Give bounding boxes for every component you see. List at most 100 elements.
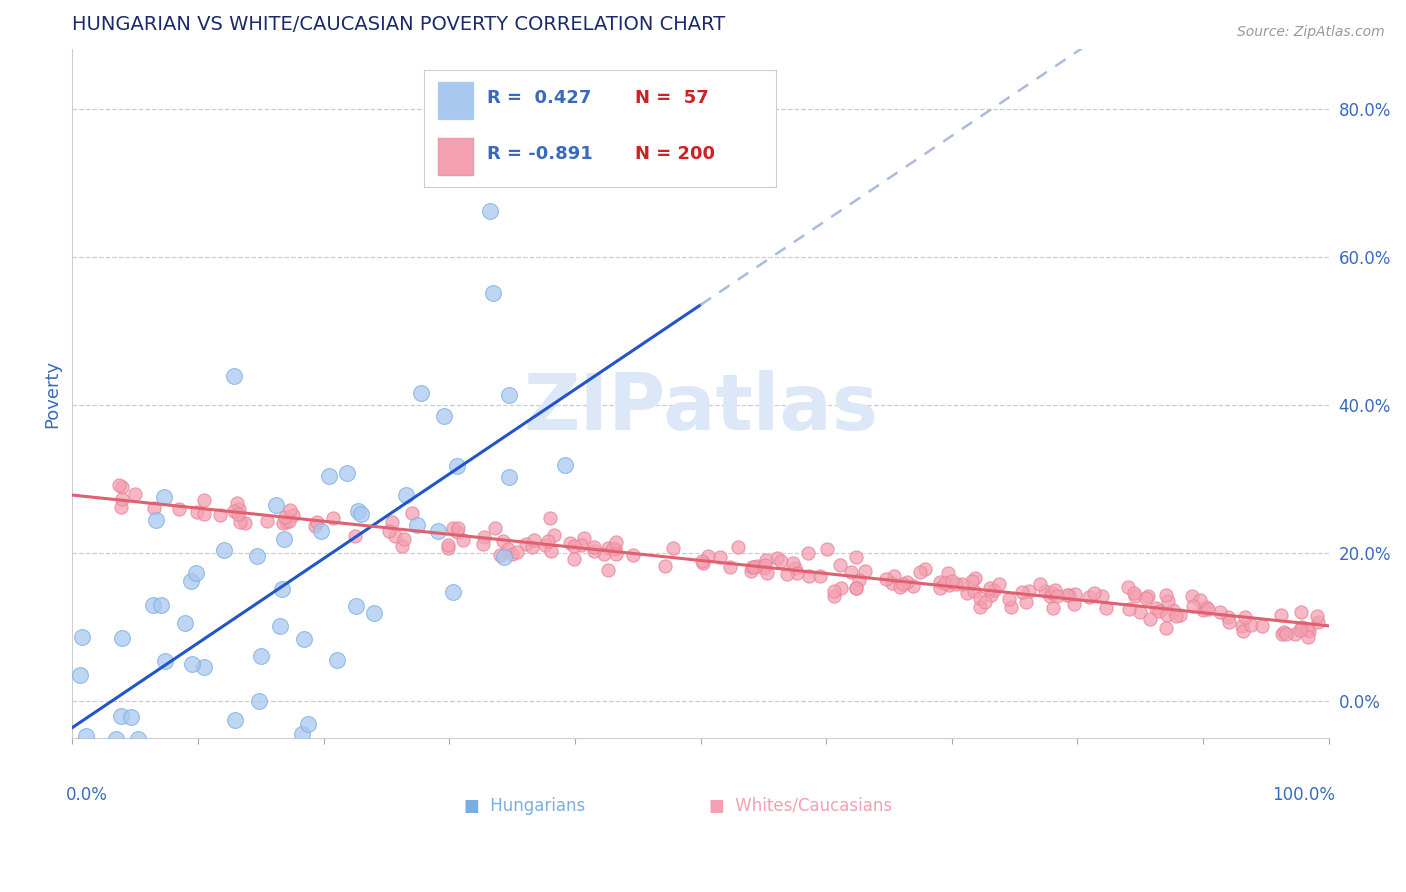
Point	[540, 543, 562, 558]
Point	[107, 477, 129, 491]
Point	[127, 732, 149, 747]
Point	[278, 503, 301, 517]
Point	[1216, 609, 1239, 624]
Point	[441, 584, 464, 599]
Point	[786, 566, 808, 580]
Point	[274, 509, 297, 524]
Point	[1161, 603, 1184, 617]
Point	[1271, 626, 1294, 640]
Point	[941, 574, 963, 588]
Point	[228, 501, 250, 516]
Point	[1077, 590, 1099, 604]
Point	[562, 551, 585, 566]
Point	[1306, 608, 1329, 623]
Point	[381, 515, 404, 529]
Point	[745, 559, 768, 574]
Point	[823, 583, 845, 598]
Point	[153, 490, 176, 504]
Point	[718, 560, 741, 574]
Point	[489, 548, 512, 562]
Point	[304, 518, 326, 533]
Point	[962, 574, 984, 589]
Point	[395, 488, 418, 502]
Point	[1011, 585, 1033, 599]
Point	[184, 566, 207, 580]
Point	[212, 543, 235, 558]
Point	[1040, 585, 1063, 599]
Point	[378, 524, 401, 538]
Point	[742, 560, 765, 574]
Point	[271, 582, 294, 596]
Point	[554, 458, 576, 472]
Point	[776, 567, 799, 582]
Point	[498, 388, 520, 402]
Point	[1288, 623, 1310, 637]
Point	[1118, 581, 1140, 595]
Point	[281, 508, 304, 522]
Point	[1208, 605, 1230, 619]
Point	[120, 709, 142, 723]
Point	[1168, 608, 1191, 623]
Point	[522, 541, 544, 555]
Point	[769, 554, 792, 568]
Point	[496, 542, 519, 557]
Text: 100.0%: 100.0%	[1272, 787, 1336, 805]
Point	[727, 540, 749, 554]
Point	[1234, 609, 1257, 624]
Point	[654, 558, 676, 573]
Point	[1123, 589, 1146, 603]
Point	[1291, 621, 1313, 635]
Point	[97, 776, 120, 790]
Point	[344, 599, 367, 613]
Point	[350, 507, 373, 521]
Point	[167, 502, 190, 516]
Point	[451, 533, 474, 548]
Point	[1308, 615, 1330, 630]
Point	[908, 565, 931, 579]
Point	[766, 551, 789, 566]
Point	[1296, 630, 1319, 644]
Point	[1118, 602, 1140, 616]
Point	[246, 549, 269, 563]
Point	[945, 577, 967, 591]
Point	[149, 598, 172, 612]
Point	[596, 563, 619, 577]
Point	[569, 538, 592, 552]
Point	[1218, 615, 1240, 629]
Point	[756, 566, 779, 580]
Point	[491, 534, 513, 549]
Point	[501, 547, 523, 561]
Point	[1029, 577, 1052, 591]
Text: Source: ZipAtlas.com: Source: ZipAtlas.com	[1237, 25, 1385, 39]
Point	[537, 533, 560, 548]
Point	[880, 576, 903, 591]
Point	[543, 528, 565, 542]
Point	[534, 538, 557, 552]
Point	[562, 539, 585, 553]
Point	[950, 576, 973, 591]
Point	[1146, 601, 1168, 615]
Point	[883, 569, 905, 583]
Point	[889, 580, 911, 594]
Point	[901, 578, 924, 592]
Point	[226, 496, 249, 510]
Point	[891, 577, 914, 591]
Point	[111, 631, 134, 645]
Point	[297, 717, 319, 731]
Point	[1232, 624, 1254, 639]
Point	[1033, 584, 1056, 599]
Point	[1139, 612, 1161, 626]
Point	[193, 507, 215, 521]
Point	[143, 501, 166, 516]
Point	[692, 554, 714, 568]
Point	[441, 521, 464, 535]
Point	[264, 499, 287, 513]
Point	[75, 729, 97, 743]
Point	[447, 521, 470, 535]
Point	[391, 540, 413, 554]
Point	[346, 504, 368, 518]
Point	[180, 574, 202, 589]
Point	[841, 566, 863, 580]
Point	[963, 584, 986, 599]
Point	[1015, 595, 1038, 609]
